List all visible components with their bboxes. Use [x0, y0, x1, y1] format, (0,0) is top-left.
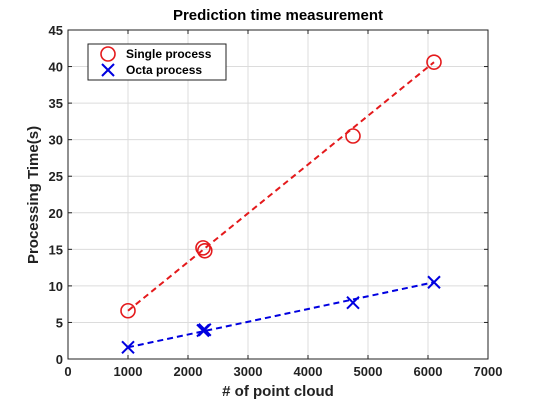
data-point-marker-stroke: [198, 323, 212, 337]
data-point-marker: [427, 275, 441, 289]
y-tick-label: 35: [49, 96, 63, 111]
data-point-marker: [120, 302, 136, 319]
y-tick-label: 20: [49, 206, 63, 221]
y-tick-label: 45: [49, 23, 63, 38]
y-tick-label: 25: [49, 169, 63, 184]
x-tick-label: 5000: [354, 364, 383, 379]
series-layer: [120, 54, 442, 355]
data-point-marker: [121, 340, 135, 355]
data-point-marker: [346, 295, 360, 310]
y-tick-label: 15: [49, 242, 63, 257]
y-tick-label: 0: [56, 352, 63, 367]
x-tick-label: 4000: [294, 364, 323, 379]
y-tick-label: 5: [56, 315, 63, 330]
series-trend-line: [127, 61, 435, 312]
axis-ticks: 0 1000 2000 3000 4000 5000 6000 7000 0 5 10 15 20 25 3…: [49, 23, 503, 379]
plot-area-frame: [67, 29, 489, 360]
x-tick-label: 0: [64, 364, 71, 379]
y-tick-label: 40: [49, 60, 63, 75]
data-point-marker-stroke: [427, 275, 441, 289]
data-point-marker-stroke: [121, 340, 135, 355]
x-tick-label: 6000: [414, 364, 443, 379]
data-point-marker: [195, 240, 211, 256]
legend-marker: [100, 46, 116, 62]
y-tick-label: 10: [49, 279, 63, 294]
data-point-marker: [197, 242, 213, 259]
legend-label: Octa process: [126, 63, 202, 77]
series-trend-line: [127, 281, 435, 349]
x-tick-label: 7000: [474, 364, 503, 379]
data-point-marker: [345, 128, 361, 144]
legend-label: Single process: [126, 47, 212, 61]
y-tick-label: 30: [49, 133, 63, 148]
data-point-marker: [198, 323, 212, 337]
legend-marker-stroke: [101, 63, 115, 77]
data-point-marker-stroke: [346, 295, 360, 310]
x-axis-label: # of point cloud: [222, 383, 334, 400]
x-tick-label: 1000: [114, 364, 143, 379]
x-tick-label: 2000: [174, 364, 203, 379]
x-tick-label: 3000: [234, 364, 263, 379]
series-1: [121, 275, 441, 355]
data-point-marker: [426, 54, 442, 70]
chart-title: Prediction time measurement: [173, 7, 383, 24]
legend-box: [87, 43, 227, 81]
y-axis-label: Processing Time(s): [25, 126, 42, 264]
legend-marker: [101, 63, 115, 77]
series-0: [120, 54, 442, 319]
legend: Single process Octa process: [87, 43, 227, 81]
